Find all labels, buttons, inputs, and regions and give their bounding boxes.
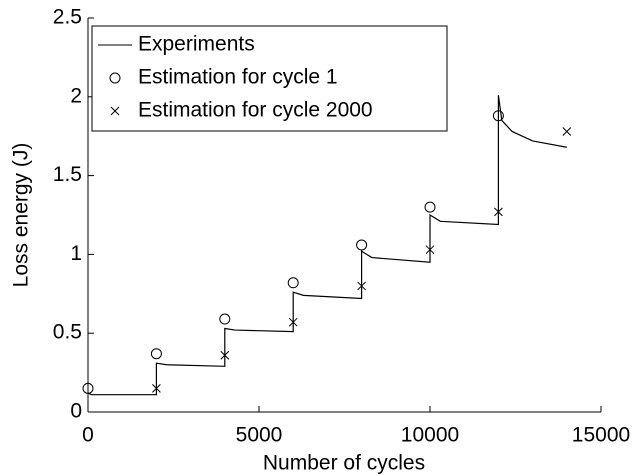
marker bbox=[288, 317, 298, 327]
legend-label: Estimation for cycle 1 bbox=[138, 66, 338, 89]
x-tick-label: 15000 bbox=[572, 424, 630, 447]
marker bbox=[492, 110, 504, 122]
marker bbox=[220, 350, 230, 360]
marker bbox=[357, 281, 366, 291]
marker bbox=[562, 127, 572, 136]
legend bbox=[91, 25, 448, 132]
line bbox=[87, 95, 567, 396]
y-axis-label: Loss energy (J) bbox=[10, 143, 33, 288]
y-tick-label: 0 bbox=[70, 400, 82, 423]
legend-swatch bbox=[109, 72, 121, 84]
x-tick-label: 0 bbox=[82, 424, 94, 447]
legend-label: Experiments bbox=[138, 33, 255, 56]
y-tick-label: 2 bbox=[70, 84, 82, 107]
legend-label: Estimation for cycle 2000 bbox=[138, 99, 373, 122]
marker bbox=[150, 348, 162, 360]
marker bbox=[425, 245, 435, 255]
x-axis-label: Number of cycles bbox=[263, 452, 425, 475]
marker bbox=[82, 382, 94, 394]
x-tick-label: 10000 bbox=[401, 424, 459, 447]
marker bbox=[494, 207, 503, 217]
y-tick-label: 1 bbox=[70, 242, 82, 265]
marker bbox=[219, 313, 231, 325]
legend-swatch bbox=[110, 106, 120, 116]
y-tick-label: 2.5 bbox=[53, 6, 82, 29]
marker bbox=[287, 277, 299, 289]
x-tick-label: 5000 bbox=[236, 424, 283, 447]
y-tick-label: 0.5 bbox=[53, 321, 82, 344]
marker bbox=[356, 239, 368, 251]
marker bbox=[152, 384, 161, 393]
marker bbox=[424, 201, 436, 213]
y-tick-label: 1.5 bbox=[53, 163, 82, 186]
